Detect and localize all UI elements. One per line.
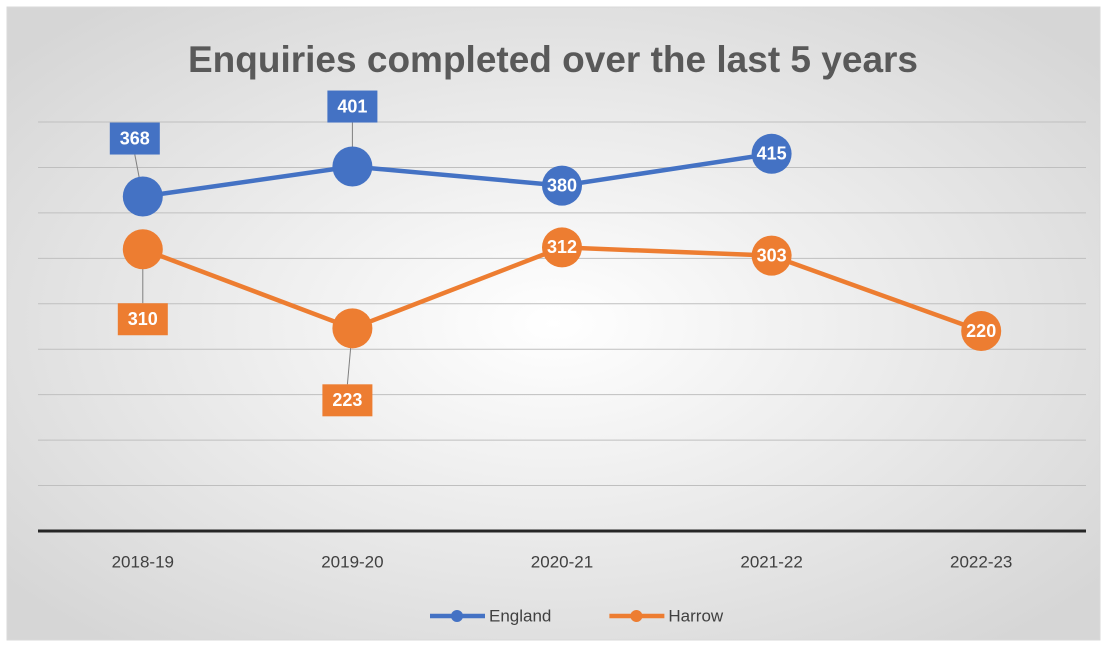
legend-marker <box>630 610 643 622</box>
legend-marker <box>451 610 463 622</box>
data-label: 310 <box>128 309 158 329</box>
point-marker <box>332 146 373 187</box>
x-tick-label: 2022-23 <box>950 552 1012 571</box>
legend-label: England <box>489 606 551 625</box>
x-tick-label: 2021-22 <box>740 552 802 571</box>
legend-label: Harrow <box>668 606 724 625</box>
data-label-box <box>327 90 378 123</box>
x-tick-label: 2019-20 <box>321 552 383 571</box>
data-label: 415 <box>757 144 787 164</box>
data-label: 223 <box>332 390 362 410</box>
x-tick-label: 2020-21 <box>531 552 593 571</box>
chart-background <box>6 6 1101 641</box>
data-label: 401 <box>337 96 367 116</box>
chart-title: Enquiries completed over the last 5 year… <box>188 39 918 80</box>
point-marker <box>751 133 792 174</box>
series-line <box>142 151 772 199</box>
data-label: 368 <box>120 128 150 148</box>
data-label: 380 <box>547 175 577 195</box>
data-label: 220 <box>966 321 996 341</box>
point-marker <box>961 311 1002 352</box>
data-label: 312 <box>547 237 577 257</box>
point-marker <box>542 165 582 206</box>
data-label-box <box>109 122 160 155</box>
point-marker <box>122 229 163 270</box>
point-marker <box>332 308 373 349</box>
point-marker <box>122 176 163 217</box>
point-marker <box>542 227 582 268</box>
data-label: 303 <box>757 245 787 265</box>
data-label-box <box>117 303 168 336</box>
point-marker <box>751 235 792 276</box>
data-label-box <box>322 384 373 417</box>
x-tick-label: 2018-19 <box>112 552 174 571</box>
